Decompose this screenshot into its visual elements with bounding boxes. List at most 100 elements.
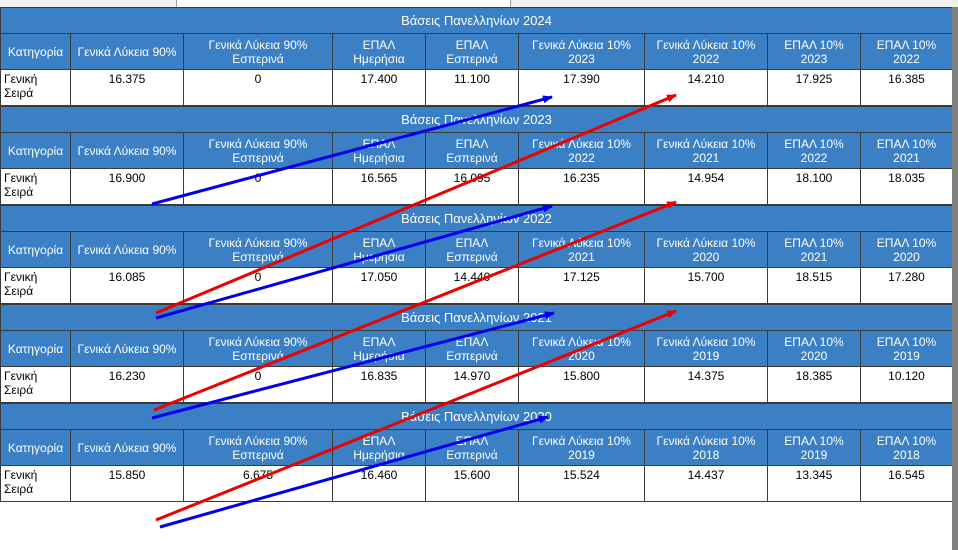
value-cell: 16.545 xyxy=(860,465,953,502)
column-header: Γενικά Λύκεια 10% 2022 xyxy=(644,33,768,70)
category-cell: Γενική Σειρά xyxy=(0,168,71,205)
value-cell: 17.125 xyxy=(518,267,645,304)
table-title: Βάσεις Πανελληνίων 2023 xyxy=(0,106,953,133)
value-cell: 0 xyxy=(183,267,333,304)
column-header: Γενικά Λύκεια 10% 2023 xyxy=(518,33,645,70)
column-header: Γενικά Λύκεια 90% Εσπερινά xyxy=(183,33,333,70)
value-cell: 18.035 xyxy=(860,168,953,205)
value-cell: 0 xyxy=(183,168,333,205)
column-header: ΕΠΑΛ Εσπερινά xyxy=(425,429,519,466)
column-header: Γενικά Λύκεια 10% 2021 xyxy=(644,132,768,169)
value-cell: 14.437 xyxy=(644,465,768,502)
column-header: ΕΠΑΛ Ημερήσια xyxy=(332,33,426,70)
value-cell: 16.460 xyxy=(332,465,426,502)
value-cell: 17.050 xyxy=(332,267,426,304)
column-header: Γενικά Λύκεια 90% xyxy=(70,330,184,367)
value-cell: 0 xyxy=(183,366,333,403)
value-cell: 10.120 xyxy=(860,366,953,403)
value-cell: 14.210 xyxy=(644,69,768,106)
table-row: Γενική Σειρά 16.900 0 16.565 16.095 16.235 14.… xyxy=(0,168,953,205)
value-cell: 15.850 xyxy=(70,465,184,502)
column-header: Γενικά Λύκεια 90% Εσπερινά xyxy=(183,231,333,268)
value-cell: 17.390 xyxy=(518,69,645,106)
column-header: Γενικά Λύκεια 90% xyxy=(70,429,184,466)
column-header: ΕΠΑΛ Εσπερινά xyxy=(425,132,519,169)
column-header: Γενικά Λύκεια 90% xyxy=(70,231,184,268)
value-cell: 14.375 xyxy=(644,366,768,403)
column-header: ΕΠΑΛ 10% 2022 xyxy=(767,132,861,169)
value-cell: 11.100 xyxy=(425,69,519,106)
column-header: ΕΠΑΛ Ημερήσια xyxy=(332,231,426,268)
year-table: Βάσεις Πανελληνίων 2023 Κατηγορία Γενικά Λ… xyxy=(0,106,953,205)
column-header: Γενικά Λύκεια 10% 2020 xyxy=(644,231,768,268)
column-header: Γενικά Λύκεια 90% Εσπερινά xyxy=(183,330,333,367)
value-cell: 16.230 xyxy=(70,366,184,403)
value-cell: 16.085 xyxy=(70,267,184,304)
table-title: Βάσεις Πανελληνίων 2020 xyxy=(0,403,953,430)
year-table: Βάσεις Πανελληνίων 2020 Κατηγορία Γενικά Λ… xyxy=(0,403,953,502)
value-cell: 17.280 xyxy=(860,267,953,304)
column-header: ΕΠΑΛ 10% 2023 xyxy=(767,33,861,70)
table-title: Βάσεις Πανελληνίων 2022 xyxy=(0,205,953,232)
scrollbar-edge[interactable] xyxy=(952,7,958,550)
value-cell: 17.400 xyxy=(332,69,426,106)
column-header: Γενικά Λύκεια 10% 2020 xyxy=(518,330,645,367)
value-cell: 16.900 xyxy=(70,168,184,205)
column-header: ΕΠΑΛ Ημερήσια xyxy=(332,330,426,367)
table-title: Βάσεις Πανελληνίων 2021 xyxy=(0,304,953,331)
column-header: ΕΠΑΛ Ημερήσια xyxy=(332,132,426,169)
category-cell: Γενική Σειρά xyxy=(0,465,71,502)
column-header: Γενικά Λύκεια 10% 2021 xyxy=(518,231,645,268)
column-header: ΕΠΑΛ 10% 2019 xyxy=(767,429,861,466)
value-cell: 15.700 xyxy=(644,267,768,304)
value-cell: 16.565 xyxy=(332,168,426,205)
value-cell: 15.800 xyxy=(518,366,645,403)
column-header: Κατηγορία xyxy=(0,330,71,367)
value-cell: 16.835 xyxy=(332,366,426,403)
column-header: ΕΠΑΛ 10% 2020 xyxy=(767,330,861,367)
table-row: Γενική Σειρά 16.230 0 16.835 14.970 15.800 14.… xyxy=(0,366,953,403)
column-header: Γενικά Λύκεια 10% 2022 xyxy=(518,132,645,169)
value-cell: 16.235 xyxy=(518,168,645,205)
value-cell: 13.345 xyxy=(767,465,861,502)
table-row: Γενική Σειρά 16.085 0 17.050 14.440 17.125 15.… xyxy=(0,267,953,304)
column-header: Γενικά Λύκεια 10% 2019 xyxy=(644,330,768,367)
column-header: Γενικά Λύκεια 90% Εσπερινά xyxy=(183,132,333,169)
column-header: Κατηγορία xyxy=(0,231,71,268)
column-header: Κατηγορία xyxy=(0,132,71,169)
column-header: Γενικά Λύκεια 10% 2019 xyxy=(518,429,645,466)
year-table: Βάσεις Πανελληνίων 2024 Κατηγορία Γενικά Λ… xyxy=(0,7,953,106)
value-cell: 18.100 xyxy=(767,168,861,205)
table-title: Βάσεις Πανελληνίων 2024 xyxy=(0,7,953,34)
column-header: ΕΠΑΛ 10% 2021 xyxy=(767,231,861,268)
table-row: Γενική Σειρά 16.375 0 17.400 11.100 17.390 14.… xyxy=(0,69,953,106)
year-table: Βάσεις Πανελληνίων 2022 Κατηγορία Γενικά Λ… xyxy=(0,205,953,304)
category-cell: Γενική Σειρά xyxy=(0,69,71,106)
column-header: ΕΠΑΛ 10% 2022 xyxy=(860,33,953,70)
column-header: Κατηγορία xyxy=(0,429,71,466)
value-cell: 15.524 xyxy=(518,465,645,502)
category-cell: Γενική Σειρά xyxy=(0,366,71,403)
value-cell: 16.385 xyxy=(860,69,953,106)
column-header: ΕΠΑΛ 10% 2020 xyxy=(860,231,953,268)
column-header: Κατηγορία xyxy=(0,33,71,70)
value-cell: 15.600 xyxy=(425,465,519,502)
value-cell: 14.440 xyxy=(425,267,519,304)
value-cell: 18.385 xyxy=(767,366,861,403)
column-header: ΕΠΑΛ Εσπερινά xyxy=(425,33,519,70)
value-cell: 18.515 xyxy=(767,267,861,304)
column-header: ΕΠΑΛ 10% 2018 xyxy=(860,429,953,466)
value-cell: 6.675 xyxy=(183,465,333,502)
column-header: ΕΠΑΛ 10% 2019 xyxy=(860,330,953,367)
table-row: Γενική Σειρά 15.850 6.675 16.460 15.600 15.52… xyxy=(0,465,953,502)
value-cell: 14.954 xyxy=(644,168,768,205)
value-cell: 14.970 xyxy=(425,366,519,403)
value-cell: 17.925 xyxy=(767,69,861,106)
column-header: Γενικά Λύκεια 90% xyxy=(70,33,184,70)
value-cell: 16.095 xyxy=(425,168,519,205)
value-cell: 0 xyxy=(183,69,333,106)
year-table: Βάσεις Πανελληνίων 2021 Κατηγορία Γενικά Λ… xyxy=(0,304,953,403)
column-header: ΕΠΑΛ 10% 2021 xyxy=(860,132,953,169)
value-cell: 16.375 xyxy=(70,69,184,106)
category-cell: Γενική Σειρά xyxy=(0,267,71,304)
